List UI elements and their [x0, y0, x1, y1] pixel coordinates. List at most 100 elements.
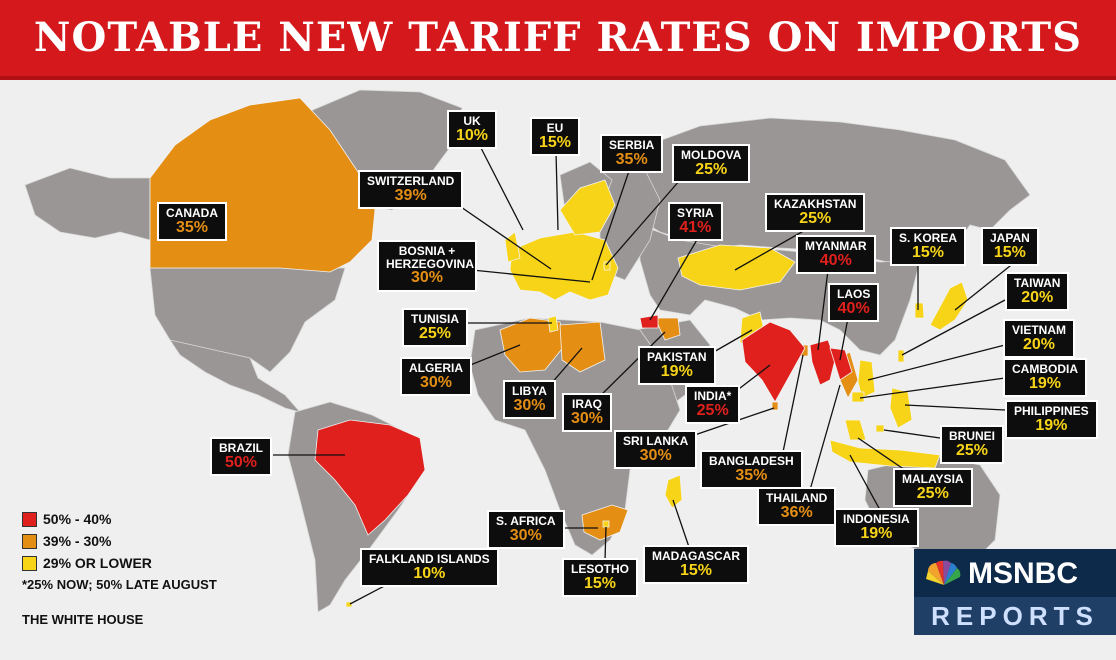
country-name: INDONESIA: [843, 512, 910, 526]
country-name: SYRIA: [677, 206, 714, 220]
label-kazakhstan: KAZAKHSTAN 25%: [765, 193, 866, 233]
india-region: [741, 321, 806, 403]
country-name: CANADA: [166, 206, 218, 220]
country-name: VIETNAM: [1012, 323, 1066, 337]
label-madagascar: MADAGASCAR 15%: [643, 545, 749, 585]
country-name: KAZAKHSTAN: [774, 197, 857, 211]
legend-item-mid: 39% - 30%: [22, 530, 152, 552]
tariff-rate: 25%: [696, 401, 729, 419]
syria-region: [639, 314, 659, 329]
tariff-rate: 15%: [679, 561, 713, 579]
label-indonesia: INDONESIA 19%: [834, 508, 919, 548]
legend-item-high: 50% - 40%: [22, 508, 152, 530]
tariff-rate: 39%: [394, 186, 427, 204]
tariff-rate: 35%: [615, 150, 648, 168]
mexico-land: [169, 339, 302, 413]
tariff-rate: 30%: [571, 409, 604, 427]
legend-swatch-yellow: [22, 555, 37, 571]
country-name: SERBIA: [609, 138, 655, 152]
country-name: TUNISIA: [411, 312, 459, 326]
logo-name: MSNBC: [968, 557, 1078, 590]
label-brunei: BRUNEI 25%: [940, 425, 1005, 465]
label-falkland-islands: FALKLAND ISLANDS 10%: [360, 548, 499, 588]
label-laos: LAOS 40%: [828, 283, 880, 323]
country-name: TAIWAN: [1014, 276, 1061, 290]
tariff-rate: 30%: [419, 373, 453, 391]
country-name: INDIA*: [694, 389, 732, 403]
label-philippines: PHILIPPINES 19%: [1005, 400, 1098, 440]
label-india: INDIA* 25%: [685, 385, 741, 425]
legend-label: 39% - 30%: [43, 533, 112, 549]
tariff-rate: 15%: [911, 243, 945, 261]
peacock-icon: [926, 560, 961, 585]
tariff-rate: 15%: [583, 574, 617, 592]
country-name: S. KOREA: [899, 231, 958, 245]
tariff-rate: 19%: [860, 524, 893, 542]
label-syria: SYRIA 41%: [668, 202, 723, 242]
country-name: CAMBODIA: [1012, 362, 1078, 376]
iraq-region: [654, 317, 681, 341]
country-name: SRI LANKA: [623, 434, 689, 448]
taiwan-region: [897, 349, 905, 363]
tariff-rate: 40%: [819, 251, 852, 269]
label-thailand: THAILAND 36%: [757, 487, 837, 527]
tariff-rate: 25%: [418, 324, 452, 342]
tariff-rate: 40%: [837, 299, 870, 317]
country-name: MOLDOVA: [681, 148, 742, 162]
label-uk: UK 10%: [447, 110, 498, 150]
tariff-rate: 41%: [679, 218, 712, 236]
tariff-rate: 19%: [1028, 374, 1062, 392]
label-cambodia: CAMBODIA 19%: [1003, 358, 1087, 398]
japan-region: [929, 281, 969, 331]
tariff-rate: 50%: [224, 453, 258, 471]
country-name: BANGLADESH: [709, 454, 794, 468]
brunei-region: [875, 424, 885, 433]
tariff-rate: 35%: [175, 218, 209, 236]
lesotho-region: [602, 520, 610, 528]
eu-north-region: [559, 179, 616, 236]
malaysia-region: [844, 419, 867, 441]
title-banner: NOTABLE NEW TARIFF RATES ON IMPORTS: [0, 0, 1116, 80]
country-name: JAPAN: [990, 231, 1030, 245]
logo-subtitle: REPORTS: [931, 601, 1099, 631]
label-eu: EU 15%: [530, 117, 581, 157]
country-name: MYANMAR: [805, 239, 867, 253]
legend-swatch-orange: [22, 533, 37, 549]
country-name: ALGERIA: [409, 361, 463, 375]
label-myanmar: MYANMAR 40%: [796, 235, 876, 275]
label-taiwan: TAIWAN 20%: [1005, 272, 1070, 312]
alaska-land: [24, 167, 151, 241]
tariff-rate: 30%: [410, 269, 444, 287]
tariff-rate: 25%: [799, 209, 832, 227]
brazil-region: [314, 419, 426, 536]
label-malaysia: MALAYSIA 25%: [893, 468, 973, 508]
country-name: MADAGASCAR: [652, 549, 740, 563]
tariff-rate: 30%: [509, 526, 542, 544]
label-bosnia-herzegovina: BOSNIA + HERZEGOVINA 30%: [377, 240, 477, 292]
tariff-rate: 30%: [513, 396, 546, 414]
tariff-rate: 19%: [1035, 416, 1068, 434]
legend-swatch-red: [22, 511, 37, 527]
label-switzerland: SWITZERLAND 39%: [358, 170, 464, 210]
page-title: NOTABLE NEW TARIFF RATES ON IMPORTS: [33, 14, 1083, 61]
label-iraq: IRAQ 30%: [562, 393, 613, 433]
uk-region: [504, 231, 521, 263]
source-credit: THE WHITE HOUSE: [22, 612, 144, 627]
tariff-rate: 25%: [695, 160, 728, 178]
country-name: LIBYA: [512, 384, 547, 398]
tariff-rate: 15%: [993, 243, 1026, 261]
label-brazil: BRAZIL 50%: [210, 437, 272, 477]
tariff-rate: 36%: [780, 503, 813, 521]
tariff-rate: 35%: [735, 466, 768, 484]
label-s-africa: S. AFRICA 30%: [487, 510, 565, 550]
legend-item-low: 29% OR LOWER: [22, 552, 152, 574]
country-name: BRAZIL: [219, 441, 263, 455]
algeria-region: [499, 317, 566, 373]
country-name: EU: [546, 121, 564, 135]
country-name: MALAYSIA: [902, 472, 964, 486]
vietnam-region: [857, 359, 876, 399]
country-name: BRUNEI: [949, 429, 996, 443]
tariff-rate: 20%: [1022, 335, 1056, 353]
label-bangladesh: BANGLADESH 35%: [700, 450, 803, 490]
eu-region: [509, 231, 619, 301]
